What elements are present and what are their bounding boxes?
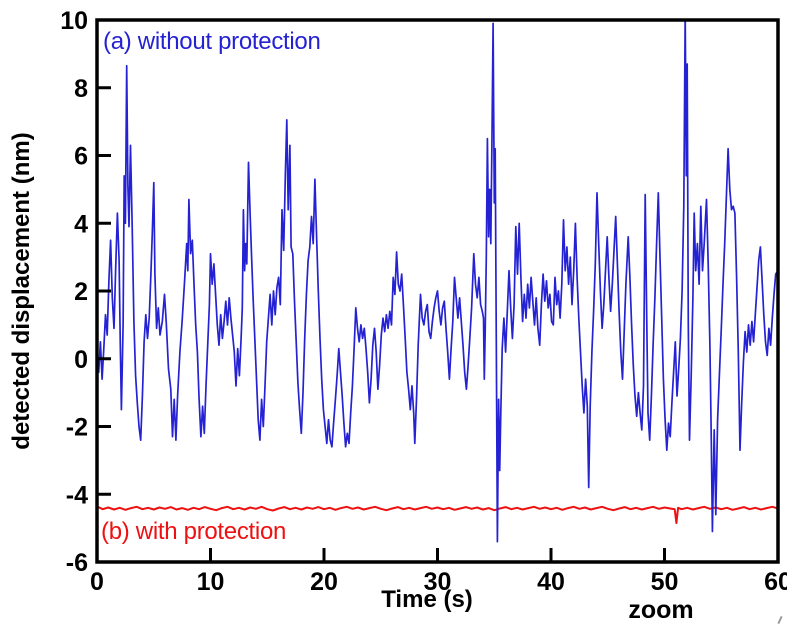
- series-group: [98, 21, 777, 543]
- y-tick-label: 4: [74, 210, 88, 238]
- y-tick-label: 0: [74, 346, 88, 374]
- x-tick-label: 30: [424, 568, 452, 596]
- y-tick-label: -2: [66, 414, 88, 442]
- y-axis-title: detected displacement (nm): [8, 132, 35, 450]
- y-tick-label: -6: [66, 549, 88, 577]
- tick-labels-group: -6 -4 -2 0 2 4 6 8 10 0 10 20 30 40 50 60: [60, 7, 787, 596]
- x-axis-title: Time (s): [381, 586, 473, 613]
- annotation-without-protection: (a) without protection: [103, 28, 321, 55]
- x-tick-label: 60: [764, 568, 787, 596]
- x-tick-label: 0: [90, 568, 104, 596]
- x-tick-label: 40: [537, 568, 565, 596]
- x-tick-label: 50: [651, 568, 679, 596]
- ticks-group: [95, 18, 780, 564]
- trace-b: [98, 505, 777, 524]
- plot-frame: [95, 18, 780, 564]
- trace-a: [98, 21, 777, 543]
- y-tick-label: -4: [66, 481, 88, 509]
- x-tick-label: 20: [310, 568, 338, 596]
- zoom-label[interactable]: zoom: [628, 596, 694, 624]
- y-tick-label: 8: [74, 75, 88, 103]
- y-tick-label: 10: [60, 7, 88, 35]
- annotation-with-protection: (b) with protection: [101, 518, 287, 545]
- x-tick-label: 10: [197, 568, 225, 596]
- y-tick-label: 6: [74, 143, 88, 171]
- y-tick-label: 2: [74, 278, 88, 306]
